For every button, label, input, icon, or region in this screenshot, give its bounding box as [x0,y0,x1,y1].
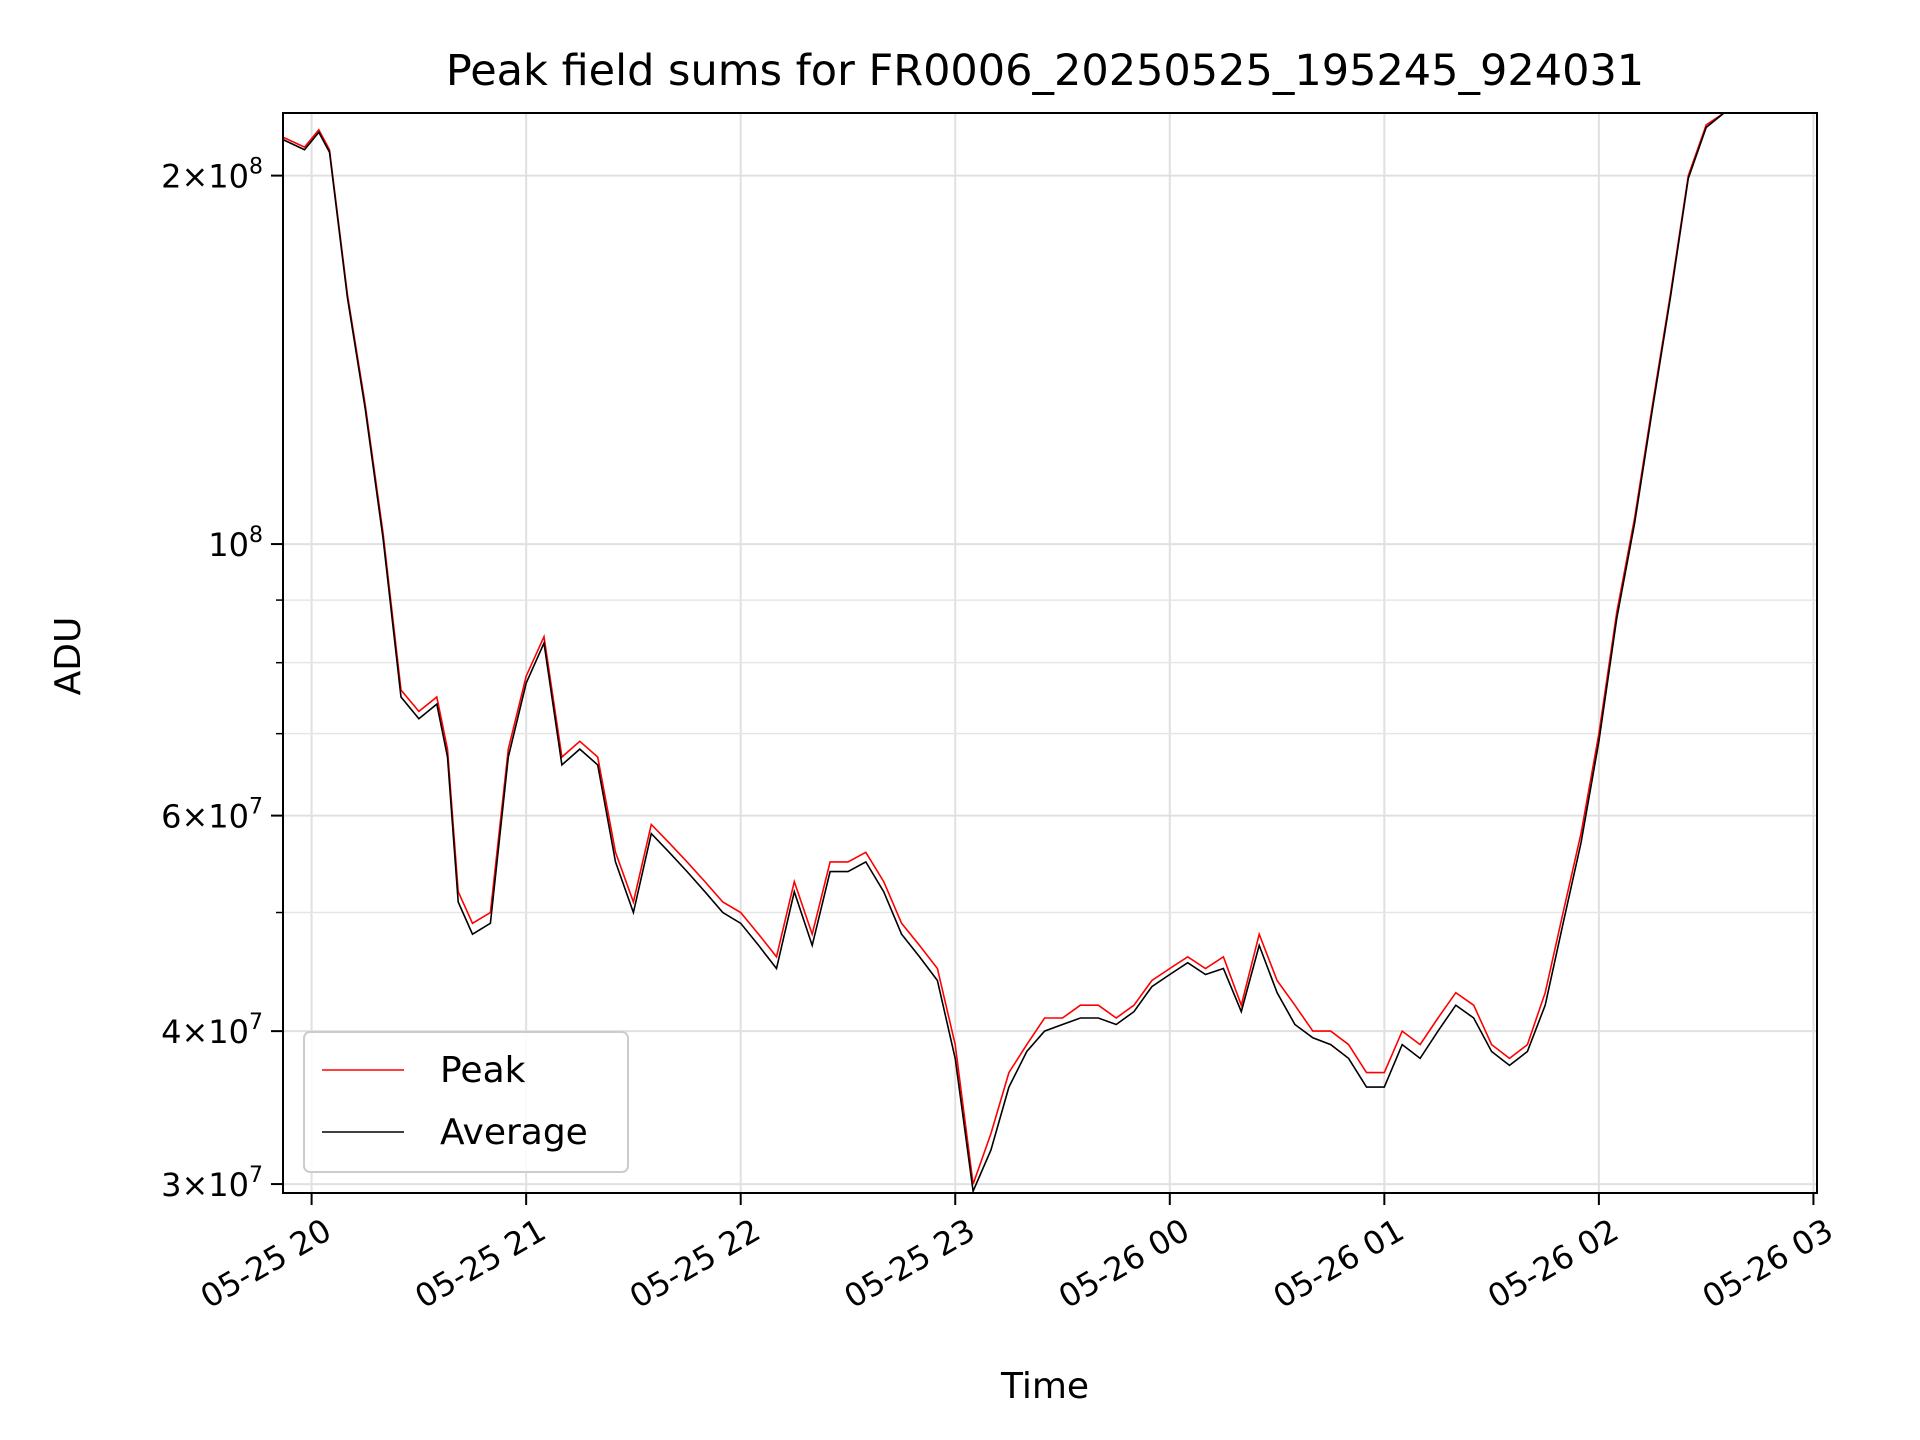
y-tick-label: 3×107 [161,1163,263,1204]
grid [283,113,1817,1193]
series-line-peak [283,113,1814,1185]
legend-box [303,1031,629,1173]
plot-frame [282,112,1818,1194]
y-axis: 3×107 4×107 6×107 108 2×108 [161,155,283,1204]
y-tick-label: 108 [208,523,263,564]
legend: Peak Average [303,1031,629,1173]
y-tick-label: 4×107 [161,1010,263,1051]
y-tick-label: 6×107 [161,795,263,836]
chart-title: Peak field sums for FR0006_20250525_1952… [446,46,1644,96]
legend-label-average: Average [440,1112,588,1153]
x-axis-label: Time [1000,1366,1089,1407]
y-tick-label: 2×108 [161,155,263,196]
series-line-average [283,113,1814,1193]
y-axis-label: ADU [48,617,89,696]
series-layer [283,113,1814,1193]
legend-label-peak: Peak [440,1050,526,1091]
